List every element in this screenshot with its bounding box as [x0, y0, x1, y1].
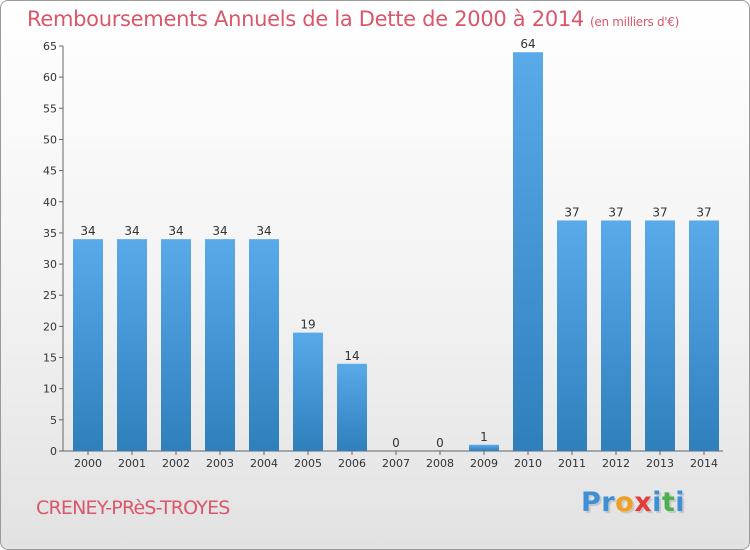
x-tick-label: 2005 — [294, 457, 322, 470]
bar-2012 — [601, 220, 631, 451]
bar-value-label: 64 — [520, 37, 535, 51]
x-tick-label: 2007 — [382, 457, 410, 470]
bar-value-label: 34 — [212, 224, 227, 238]
logo-letter: P — [581, 487, 602, 518]
bar-2013 — [645, 220, 675, 451]
bar-2011 — [557, 220, 587, 451]
bar-2009 — [469, 444, 499, 451]
x-tick-label: 2003 — [206, 457, 234, 470]
bar-value-label: 34 — [168, 224, 183, 238]
chart-labels: 2000 34 2001 34 2002 34 2003 34 2004 34 2005 19 2006… — [74, 37, 718, 470]
logo-letter: i — [675, 487, 686, 518]
proxiti-logo: Proxiti Proxiti — [581, 487, 688, 520]
x-tick-label: 2000 — [74, 457, 102, 470]
bar-value-label: 37 — [652, 205, 667, 219]
y-tick-label: 25 — [43, 289, 57, 302]
y-tick-label: 0 — [50, 445, 57, 458]
x-tick-label: 2014 — [690, 457, 718, 470]
bar-value-label: 37 — [564, 205, 579, 219]
bar-2001 — [117, 239, 147, 451]
y-tick-label: 65 — [43, 40, 57, 53]
bar-value-label: 34 — [256, 224, 271, 238]
logo-shadow: Proxiti — [583, 489, 688, 520]
y-tick-label: 35 — [43, 227, 57, 240]
y-tick-label: 60 — [43, 71, 57, 84]
y-tick-label: 20 — [43, 320, 57, 333]
bar-value-label: 37 — [608, 205, 623, 219]
bar-2002 — [161, 239, 191, 451]
logo-letter: o — [615, 487, 635, 518]
y-tick-label: 40 — [43, 196, 57, 209]
y-tick-label: 5 — [50, 414, 57, 427]
x-tick-label: 2002 — [162, 457, 190, 470]
bar-2003 — [205, 239, 235, 451]
x-tick-label: 2011 — [558, 457, 586, 470]
x-tick-label: 2004 — [250, 457, 278, 470]
logo-letter: t — [661, 487, 676, 518]
y-tick-label: 10 — [43, 383, 57, 396]
bar-value-label: 0 — [392, 436, 400, 450]
chart-title: Remboursements Annuels de la Dette de 20… — [27, 7, 679, 31]
logo-letter: r — [601, 487, 616, 518]
bar-2000 — [73, 239, 103, 451]
chart-title-text: Remboursements Annuels de la Dette de 20… — [27, 7, 584, 31]
y-tick-label: 55 — [43, 102, 57, 115]
bar-value-label: 37 — [696, 205, 711, 219]
x-tick-label: 2010 — [514, 457, 542, 470]
commune-name: CRENEY-PRèS-TROYES — [36, 497, 230, 519]
bar-value-label: 0 — [436, 436, 444, 450]
bar-value-label: 14 — [344, 349, 359, 363]
bar-2010 — [513, 52, 543, 451]
bar-value-label: 34 — [124, 224, 139, 238]
bar-value-label: 19 — [300, 318, 315, 332]
logo-text: Proxiti — [581, 487, 685, 518]
bar-value-label: 1 — [480, 430, 488, 444]
x-tick-label: 2009 — [470, 457, 498, 470]
x-tick-label: 2013 — [646, 457, 674, 470]
chart-bars — [73, 52, 719, 451]
logo-letter: i — [652, 487, 662, 518]
x-tick-label: 2006 — [338, 457, 366, 470]
y-tick-label: 30 — [43, 258, 57, 271]
x-tick-label: 2008 — [426, 457, 454, 470]
bar-2006 — [337, 363, 367, 451]
bar-2014 — [689, 220, 719, 451]
y-tick-label: 15 — [43, 352, 57, 365]
bar-2005 — [293, 332, 323, 451]
x-tick-label: 2001 — [118, 457, 146, 470]
chart-subtitle: (en milliers d'€) — [590, 15, 680, 29]
bar-2004 — [249, 239, 279, 451]
y-tick-label: 50 — [43, 133, 57, 146]
bar-value-label: 34 — [80, 224, 95, 238]
y-tick-label: 45 — [43, 165, 57, 178]
x-tick-label: 2012 — [602, 457, 630, 470]
logo-letter: x — [634, 487, 653, 518]
